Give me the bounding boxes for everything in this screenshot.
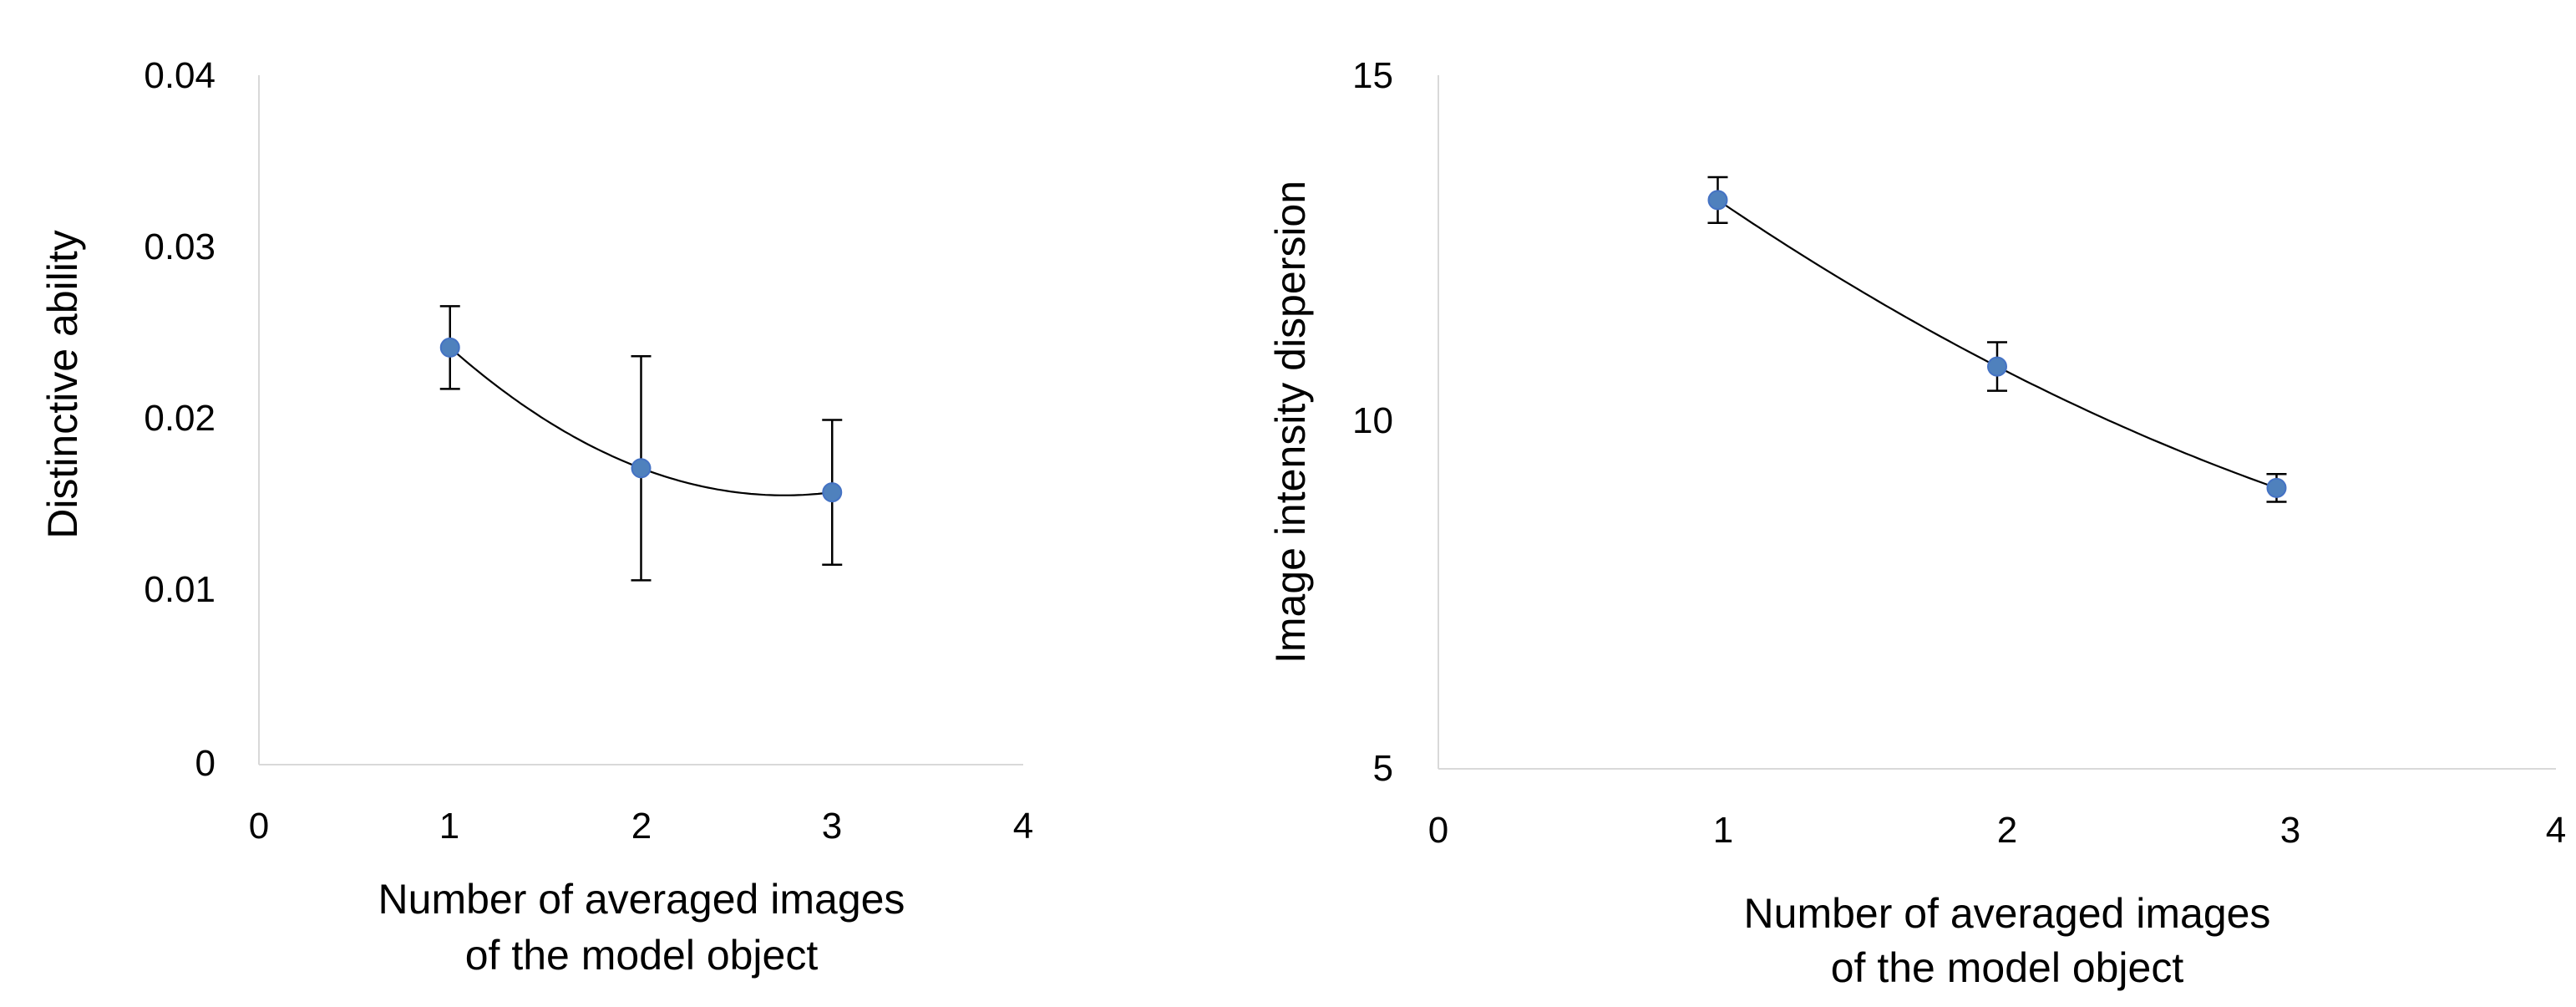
y-tick-label: 0.03 — [144, 226, 216, 267]
data-point — [1707, 190, 1728, 211]
y-tick-label: 15 — [1352, 55, 1393, 96]
x-tick-label: 1 — [439, 806, 459, 847]
chart-image-intensity-dispersion: 15 10 5 0 1 2 3 4 Image intensity disper… — [1267, 55, 2566, 991]
x-tick-label: 0 — [1428, 810, 1448, 851]
y-tick-label: 0.01 — [144, 569, 216, 610]
x-axis-title-line1: Number of averaged images — [378, 876, 905, 923]
x-axis-title-line1: Number of averaged images — [1744, 890, 2271, 937]
x-tick-label: 0 — [249, 806, 269, 847]
plot-area — [439, 305, 843, 582]
data-point — [631, 458, 652, 479]
x-axis-title-line2: of the model object — [465, 932, 819, 979]
data-point — [2266, 477, 2287, 498]
y-tick-label: 0 — [195, 743, 216, 784]
chart-distinctive-ability: 0.04 0.03 0.02 0.01 0 0 1 2 3 4 Distinct… — [39, 55, 1033, 979]
plot-area — [1707, 175, 2287, 503]
x-tick-label: 3 — [2280, 810, 2300, 851]
x-tick-label: 2 — [631, 806, 652, 847]
x-tick-label: 4 — [2546, 810, 2566, 851]
x-tick-labels: 0 1 2 3 4 — [249, 806, 1033, 847]
x-tick-label: 1 — [1713, 810, 1733, 851]
y-tick-label: 10 — [1352, 400, 1393, 441]
y-tick-label: 0.02 — [144, 398, 216, 439]
data-point — [1987, 356, 2007, 377]
x-tick-label: 2 — [1997, 810, 2017, 851]
y-tick-labels: 15 10 5 — [1352, 55, 1393, 789]
y-tick-label: 0.04 — [144, 55, 216, 96]
x-tick-label: 3 — [822, 806, 842, 847]
x-tick-label: 4 — [1013, 806, 1033, 847]
x-axis-title-line2: of the model object — [1831, 944, 2184, 991]
data-point — [822, 482, 843, 503]
y-axis-title: Distinctive ability — [39, 230, 86, 539]
y-axis-title: Image intensity dispersion — [1267, 181, 1314, 664]
x-tick-labels: 0 1 2 3 4 — [1428, 810, 2566, 851]
data-point — [439, 337, 460, 358]
y-tick-labels: 0.04 0.03 0.02 0.01 0 — [144, 55, 216, 784]
y-tick-label: 5 — [1373, 748, 1393, 789]
